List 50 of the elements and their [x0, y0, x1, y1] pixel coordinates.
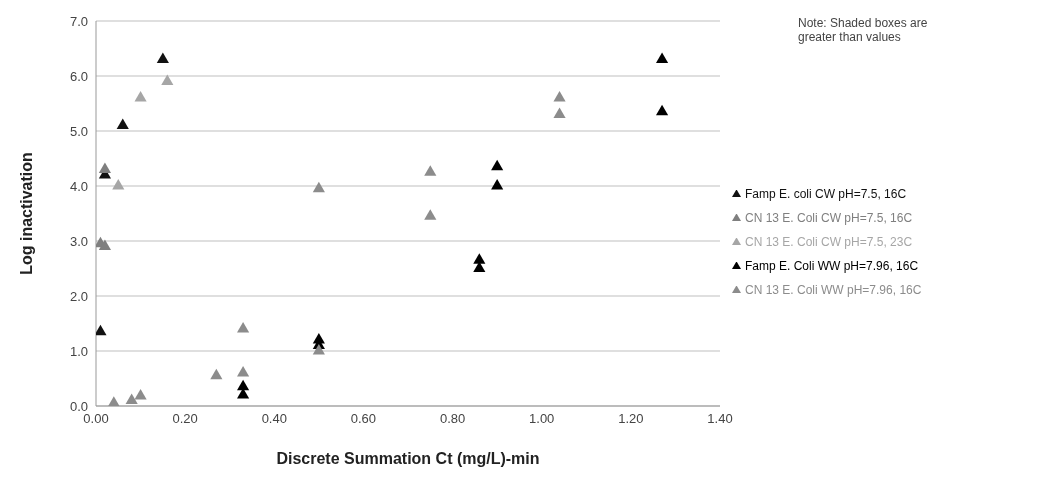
point [134, 389, 147, 400]
point [237, 321, 250, 333]
point [107, 396, 120, 406]
point [473, 253, 486, 264]
legend-label: Famp E. Coli WW pH=7.96, 16C [745, 259, 919, 273]
point [237, 365, 250, 377]
x-tick-label: 1.00 [529, 411, 555, 427]
y-tick-label: 0.0 [69, 398, 88, 414]
y-tick-label: 3.0 [69, 233, 88, 249]
x-tick-label: 1.20 [618, 411, 644, 427]
point [312, 181, 325, 193]
point [655, 104, 669, 116]
point [210, 368, 223, 380]
y-tick-label: 6.0 [69, 68, 88, 84]
x-tick-label: 0.20 [172, 411, 198, 427]
point [424, 165, 437, 176]
point [424, 209, 437, 220]
y-tick-label: 4.0 [69, 178, 88, 194]
point [553, 107, 566, 119]
legend-label: CN 13 E. Coli CW pH=7.5, 23C [745, 235, 913, 249]
point [161, 74, 174, 86]
point [125, 393, 138, 405]
x-tick-label: 0.60 [350, 411, 377, 427]
y-tick-label: 5.0 [69, 123, 88, 139]
y-tick-label: 2.0 [69, 288, 88, 304]
text: Note: Shaded boxes are greater than values [798, 16, 929, 44]
y-tick-label: 1.0 [69, 343, 88, 359]
x-tick-label: 0.40 [261, 411, 287, 427]
point [491, 159, 504, 171]
point [112, 178, 125, 190]
legend-label: CN 13 E. Coli CW pH=7.5, 16C [745, 211, 913, 225]
point [116, 118, 129, 130]
point [98, 162, 111, 174]
legend-label: CN 13 E. Coli WW pH=7.96, 16C [745, 283, 922, 297]
y-tick-label: 7.0 [69, 13, 88, 29]
point [491, 178, 504, 190]
x-axis-title: Discrete Summation Ct (mg/L)-min [276, 450, 540, 467]
x-tick-label: 0.80 [439, 411, 466, 427]
point [98, 239, 111, 251]
x-tick-label: 1.40 [707, 411, 733, 427]
point [655, 52, 669, 64]
x-tick-label: 0.00 [83, 411, 109, 427]
point [553, 90, 566, 102]
legend-label: Famp E. coli CW pH=7.5, 16C [745, 187, 907, 201]
point [134, 90, 147, 102]
point [312, 343, 325, 355]
y-axis-title: Log inactivation [17, 152, 35, 275]
point [156, 52, 169, 64]
point [96, 324, 107, 336]
point [237, 379, 250, 391]
